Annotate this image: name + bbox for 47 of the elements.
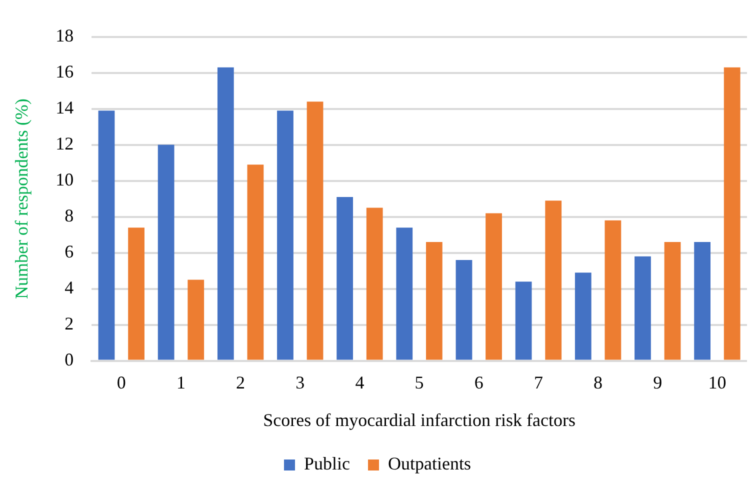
bar: [306, 102, 324, 360]
x-tick-label: 6: [474, 372, 484, 392]
bar: [366, 208, 383, 360]
legend-label: Outpatients: [388, 454, 472, 474]
y-tick-label: 12: [56, 134, 74, 154]
x-tick-label: 7: [534, 372, 543, 392]
y-tick-label: 8: [64, 206, 74, 226]
y-tick-label: 4: [64, 278, 74, 298]
bar: [545, 200, 562, 360]
x-tick-label: 1: [176, 372, 186, 392]
y-tick-label: 2: [64, 314, 74, 334]
bar: [217, 67, 234, 360]
bar: [634, 256, 651, 360]
bar: [456, 260, 472, 360]
bar: [98, 110, 115, 360]
x-tick-label: 2: [236, 372, 246, 392]
x-tick-label: 8: [594, 372, 603, 392]
bar: [158, 144, 174, 360]
y-tick-label: 18: [56, 26, 74, 46]
bar: [188, 280, 204, 360]
x-tick-label: 5: [414, 372, 424, 392]
bar: [426, 242, 442, 360]
bar: [336, 197, 354, 360]
bar: [604, 220, 622, 360]
bar: [694, 242, 711, 360]
bar: [724, 67, 740, 360]
y-tick-label: 14: [56, 98, 74, 118]
x-tick-label: 0: [116, 372, 126, 392]
y-axis-title: Number of respondents (%): [12, 98, 32, 300]
x-tick-label: 9: [653, 372, 662, 392]
y-tick-label: 6: [64, 242, 74, 262]
bar: [486, 213, 502, 360]
y-tick-label: 16: [56, 62, 74, 82]
legend-label: Public: [304, 454, 350, 474]
x-tick-label: 4: [355, 372, 364, 392]
bar: [247, 164, 264, 360]
bar: [277, 110, 294, 360]
x-axis-title: Scores of myocardial infarction risk factors: [263, 410, 576, 430]
bar: [515, 282, 532, 360]
y-tick-label: 0: [64, 350, 74, 370]
y-tick-label: 10: [56, 170, 74, 190]
bar: [574, 272, 592, 360]
x-tick-label: 3: [296, 372, 305, 392]
bar: [664, 242, 681, 360]
x-tick-label: 10: [708, 372, 726, 392]
bar: [396, 228, 413, 360]
bar: [128, 228, 144, 360]
